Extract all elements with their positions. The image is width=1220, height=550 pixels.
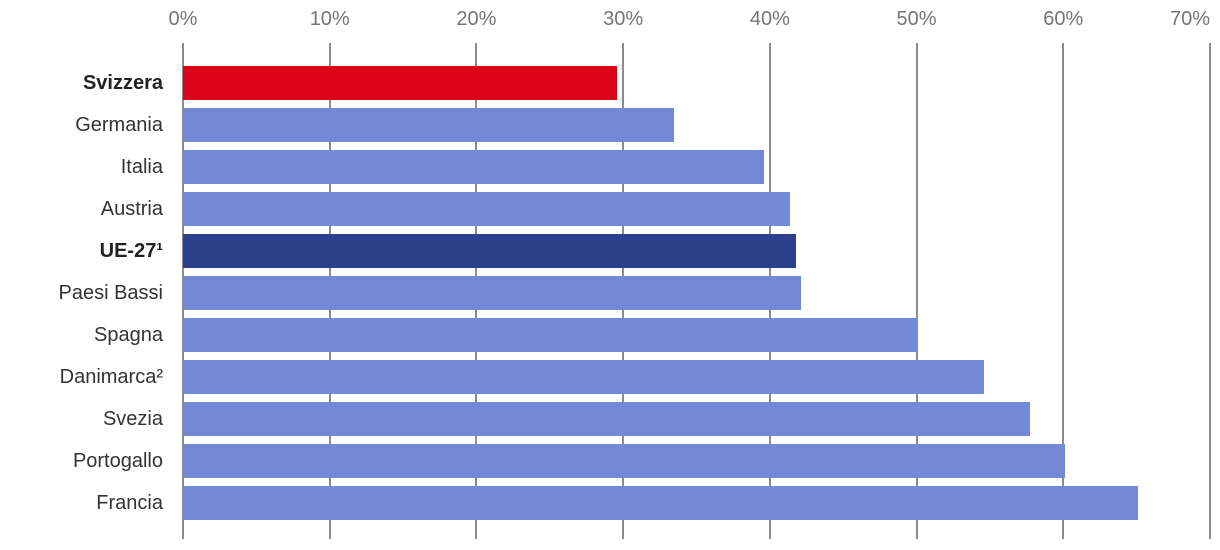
chart-bar xyxy=(183,444,1065,478)
category-label: Italia xyxy=(120,156,163,178)
chart-bar xyxy=(183,192,791,226)
category-label: Danimarca² xyxy=(59,366,163,388)
category-label: Francia xyxy=(96,492,163,514)
plot-area xyxy=(182,43,1211,539)
chart-bar xyxy=(183,486,1139,520)
x-tick-label: 10% xyxy=(309,8,350,30)
category-label: Austria xyxy=(100,198,163,220)
gridline xyxy=(1062,43,1065,539)
gridline xyxy=(915,43,918,539)
x-tick-label: 20% xyxy=(456,8,497,30)
x-tick-label: 50% xyxy=(896,8,937,30)
chart-bar xyxy=(183,66,618,100)
chart-bar xyxy=(183,402,1030,436)
x-tick-label: 40% xyxy=(749,8,790,30)
x-tick-label: 60% xyxy=(1043,8,1084,30)
category-label: Paesi Bassi xyxy=(58,282,164,304)
chart-bar xyxy=(183,234,797,268)
chart-bar xyxy=(183,108,675,142)
x-tick-label: 0% xyxy=(168,8,198,30)
chart-bar xyxy=(183,318,917,352)
chart-bar xyxy=(183,360,985,394)
chart-bar xyxy=(183,276,801,310)
category-labels: Svizzera Germania Italia Austria UE-27¹ Paesi… xyxy=(0,43,164,539)
category-label: UE-27¹ xyxy=(99,240,163,262)
category-label: Svezia xyxy=(102,408,163,430)
x-axis: 0% 10% 20% 30% 40% 50% 60% 70% xyxy=(169,5,1210,35)
category-label: Germania xyxy=(75,114,163,136)
x-tick-label: 30% xyxy=(603,8,644,30)
x-tick-label: 70% xyxy=(1169,8,1210,30)
category-label: Svizzera xyxy=(82,72,163,94)
category-label: Spagna xyxy=(94,324,163,346)
chart-bar xyxy=(183,150,764,184)
category-label: Portogallo xyxy=(72,450,163,472)
gridline xyxy=(1209,43,1211,539)
